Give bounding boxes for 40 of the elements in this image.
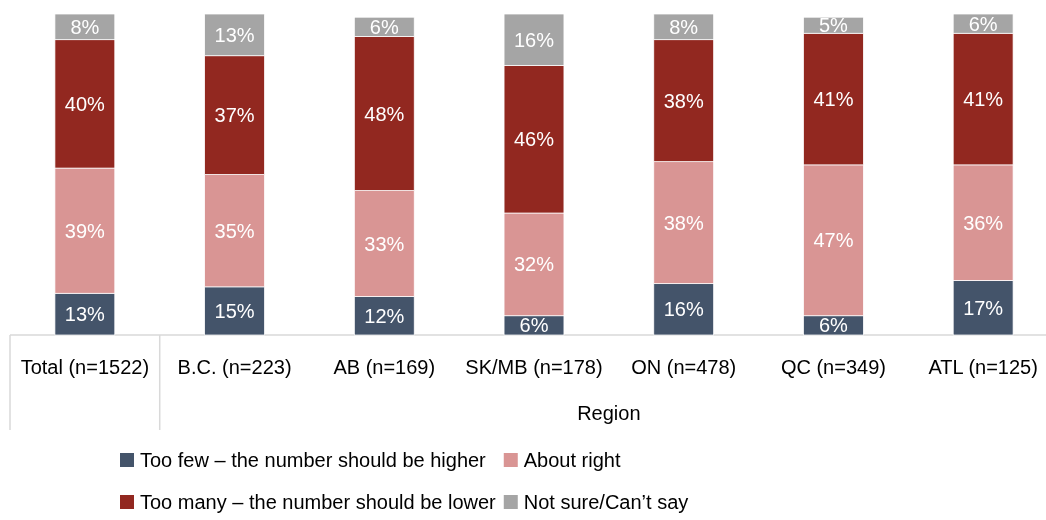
x-tick-label: SK/MB (n=178) <box>465 356 603 378</box>
data-label: 48% <box>364 102 405 125</box>
data-label: 5% <box>818 14 849 37</box>
data-label: 41% <box>963 88 1004 111</box>
data-label: 8% <box>669 15 699 38</box>
x-tick-label: ON (n=478) <box>631 356 737 378</box>
x-tick-label: ATL (n=125) <box>928 356 1038 378</box>
data-label: 46% <box>513 128 555 151</box>
data-label: 40% <box>64 92 106 115</box>
data-label: 35% <box>214 219 255 242</box>
data-label: 13% <box>64 303 106 326</box>
data-label: 16% <box>663 298 704 321</box>
data-label: 36% <box>963 211 1004 234</box>
data-label: 38% <box>663 89 704 112</box>
data-label: 6% <box>369 15 399 38</box>
data-label: 6% <box>968 12 998 35</box>
x-axis-title: Region <box>577 402 641 424</box>
legend-label: Too many – the number should be lower <box>140 491 497 513</box>
data-label: 47% <box>813 229 854 252</box>
x-tick-label: Total (n=1522) <box>20 356 150 378</box>
data-label: 12% <box>364 304 405 327</box>
legend-label: Too few – the number should be higher <box>140 449 487 471</box>
x-tick-label: B.C. (n=223) <box>177 356 292 378</box>
data-label: 41% <box>813 88 854 111</box>
data-label: 13% <box>214 23 255 46</box>
data-label: 6% <box>818 314 849 337</box>
data-label: 37% <box>214 104 255 127</box>
x-tick-label: AB (n=169) <box>333 356 436 378</box>
data-label: 15% <box>214 299 255 322</box>
data-label: 17% <box>963 296 1004 319</box>
legend-label: Not sure/Can’t say <box>523 491 689 513</box>
data-label: 16% <box>513 28 555 51</box>
legend-label: About right <box>523 449 621 471</box>
data-label: 39% <box>64 219 106 242</box>
data-label: 38% <box>663 211 704 234</box>
data-label: 6% <box>519 314 549 337</box>
data-label: 33% <box>364 232 405 255</box>
data-label: 8% <box>70 15 100 38</box>
data-label: 32% <box>513 253 555 276</box>
x-tick-label: QC (n=349) <box>780 356 886 378</box>
